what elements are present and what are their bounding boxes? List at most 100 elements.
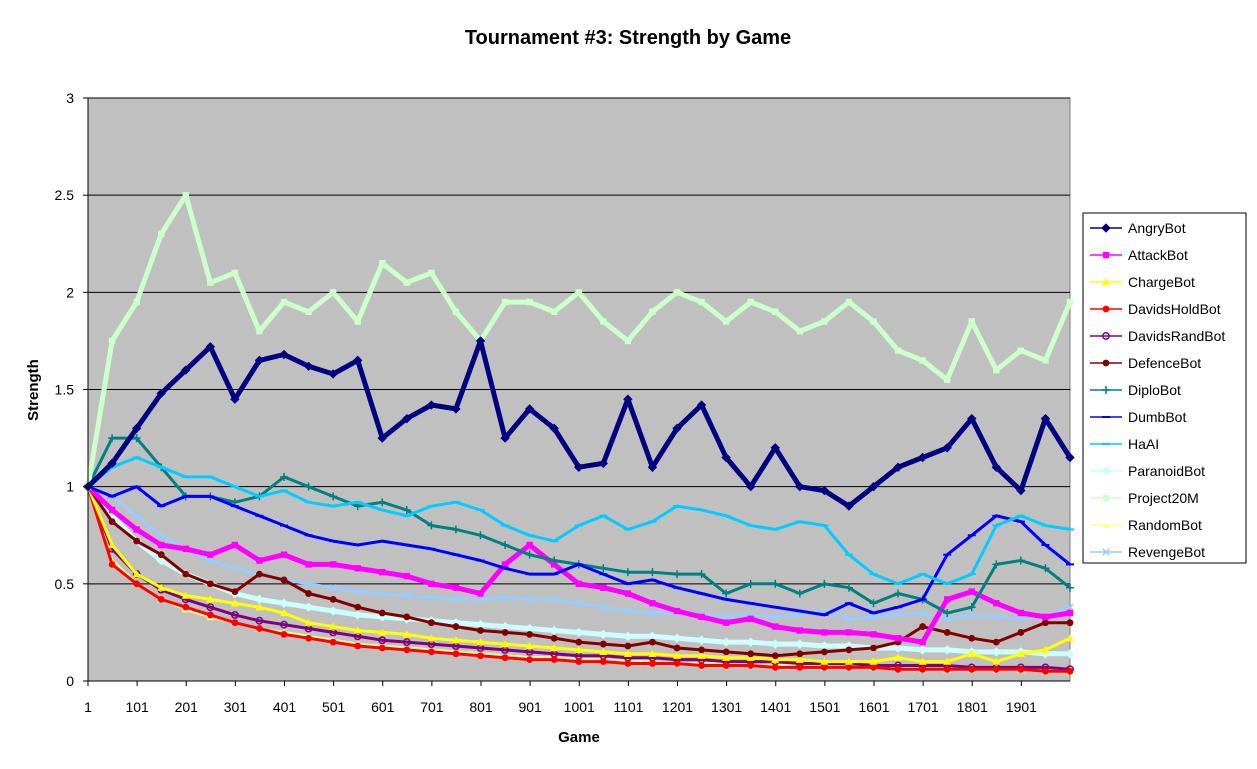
data-point [894, 665, 902, 673]
data-point [796, 328, 804, 335]
data-point [402, 514, 411, 517]
series-layer [83, 191, 1075, 675]
data-point [476, 595, 485, 604]
data-point [673, 505, 682, 508]
data-point [968, 588, 975, 595]
data-point [599, 647, 608, 656]
data-point [722, 589, 731, 598]
x-tick-label: 1801 [957, 699, 988, 715]
data-point [943, 553, 952, 556]
data-point [845, 663, 853, 671]
data-point [231, 541, 239, 549]
data-point [329, 561, 337, 568]
data-point [133, 298, 140, 306]
data-point [1065, 649, 1075, 659]
data-point [379, 568, 386, 576]
data-point [870, 631, 877, 638]
data-point [1066, 528, 1074, 531]
data-point [205, 342, 216, 352]
data-point [328, 606, 338, 616]
data-point [722, 514, 731, 517]
data-point [452, 595, 460, 604]
data-point [574, 462, 584, 472]
data-point [156, 388, 166, 399]
data-point [1066, 667, 1074, 675]
axes: 00.511.522.531 101 201 301 401 501 601 701 801 90… [55, 90, 1070, 715]
data-point [623, 528, 632, 531]
data-point [844, 657, 853, 665]
data-point [451, 553, 460, 556]
data-point [696, 400, 707, 410]
x-tick-label: 301 [224, 699, 248, 715]
data-point [893, 462, 903, 472]
data-point [820, 579, 829, 588]
data-point [525, 534, 534, 537]
data-point [132, 570, 141, 578]
y-tick-label: 2 [66, 284, 74, 300]
data-point [1041, 524, 1050, 527]
data-point [795, 610, 804, 613]
data-point [329, 492, 338, 501]
data-point [697, 651, 706, 659]
data-point [451, 636, 460, 644]
data-point [968, 318, 975, 325]
data-point [917, 645, 928, 655]
x-tick-label: 1 [84, 699, 92, 715]
data-point [403, 572, 411, 580]
data-point [402, 543, 411, 546]
data-point [500, 433, 510, 443]
data-point [230, 485, 239, 488]
data-point [868, 481, 879, 492]
legend-entry: DavidsRandBot [1090, 328, 1225, 344]
data-point [600, 584, 607, 591]
data-point [206, 611, 214, 619]
data-point [377, 433, 387, 443]
data-point [894, 653, 903, 661]
data-point [279, 349, 289, 360]
data-point [1016, 649, 1025, 657]
data-point [304, 534, 313, 537]
data-point [525, 550, 534, 559]
data-point [1016, 520, 1025, 523]
legend-entry: ParanoidBot [1090, 463, 1205, 479]
data-point [918, 609, 927, 617]
data-point [501, 561, 509, 568]
data-point [893, 643, 903, 653]
data-point [206, 595, 215, 603]
data-point [501, 524, 510, 527]
x-tick-label: 1701 [908, 699, 939, 715]
data-point [771, 663, 779, 671]
data-point [280, 608, 289, 617]
data-point [991, 462, 1002, 472]
data-point [771, 655, 780, 663]
data-point [992, 514, 1001, 517]
data-point [623, 394, 633, 404]
data-point [648, 520, 657, 523]
data-point [132, 485, 141, 488]
data-point [624, 642, 632, 650]
data-point [305, 634, 312, 642]
data-point [673, 644, 681, 652]
data-point [157, 583, 166, 591]
data-point [353, 543, 362, 546]
data-point [796, 650, 804, 658]
data-point [402, 630, 411, 638]
data-point [575, 599, 583, 607]
data-point [1041, 645, 1050, 654]
data-point [968, 611, 976, 619]
series-davidsholdbot [84, 483, 1074, 675]
data-point [1042, 357, 1049, 364]
data-point [722, 662, 730, 669]
data-point [894, 606, 903, 609]
data-point [549, 625, 559, 636]
data-point [598, 458, 609, 469]
data-point [991, 647, 1002, 657]
data-point [427, 593, 436, 602]
data-point [819, 485, 830, 496]
data-point [870, 318, 877, 325]
data-point [329, 583, 337, 592]
data-point [477, 627, 484, 634]
data-point [231, 619, 239, 627]
data-point [206, 495, 215, 498]
data-point [157, 505, 166, 508]
